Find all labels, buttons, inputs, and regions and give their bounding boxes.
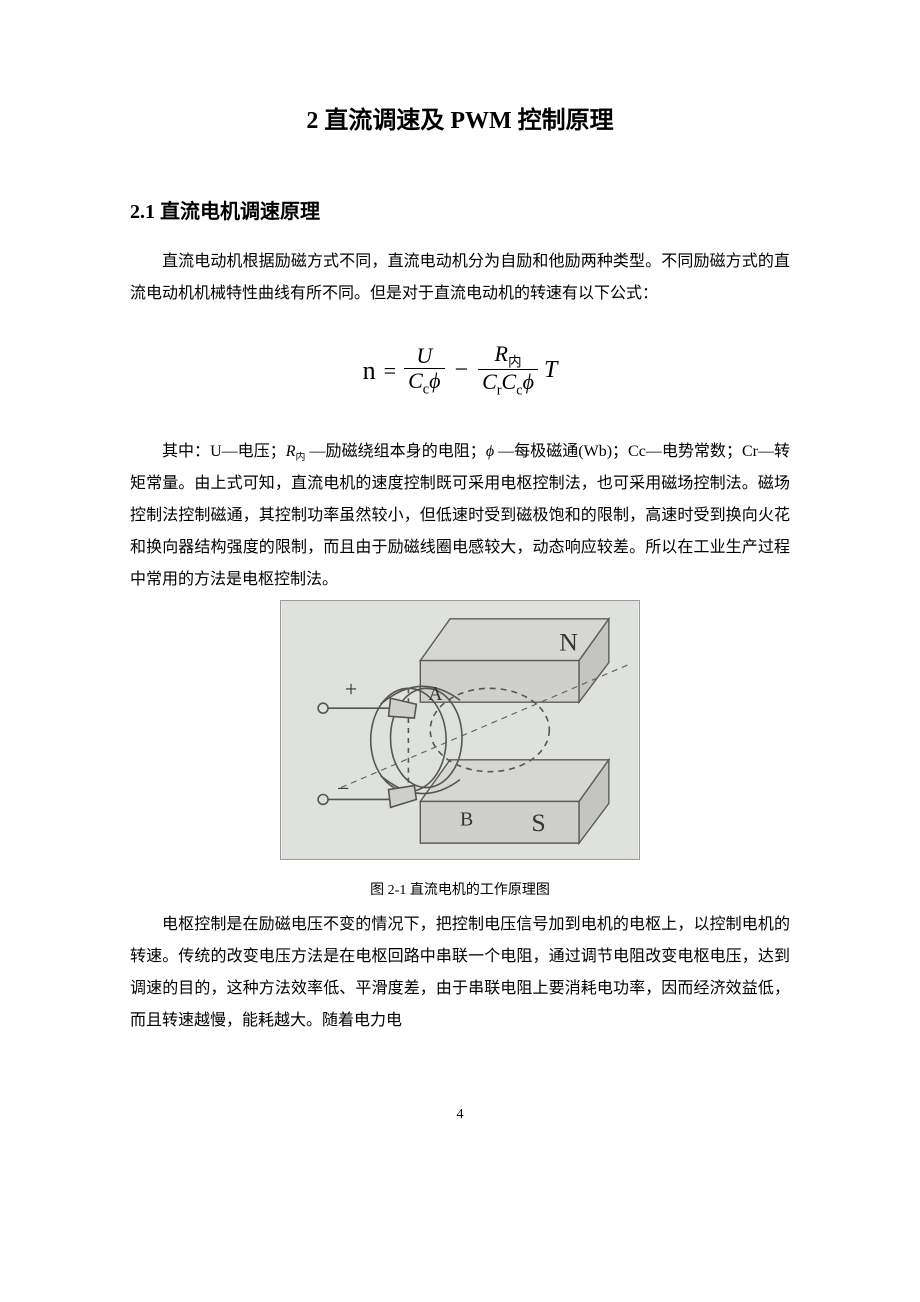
frac2-den-Cc: C bbox=[502, 369, 517, 394]
formula-equals: = bbox=[382, 358, 398, 384]
frac2-num-R: R bbox=[494, 341, 507, 366]
formula-lhs: n bbox=[363, 356, 376, 386]
label-S: S bbox=[531, 808, 545, 837]
formula-frac-1: U Ccϕ bbox=[404, 344, 444, 398]
frac2-num-Rsub: 内 bbox=[508, 354, 522, 369]
label-A: A bbox=[428, 683, 443, 705]
frac1-den-phi: ϕ bbox=[429, 368, 440, 393]
label-N: N bbox=[559, 627, 578, 656]
frac1-num: U bbox=[412, 344, 436, 368]
formula-block: n = U Ccϕ − R内 CrCcϕ T bbox=[130, 342, 790, 400]
para2-Rsub: 内 bbox=[296, 452, 306, 463]
page-title: 2 直流调速及 PWM 控制原理 bbox=[130, 100, 790, 135]
label-plus: + bbox=[345, 677, 357, 701]
figure-caption: 图 2-1 直流电机的工作原理图 bbox=[130, 879, 790, 899]
para2-mid1: —励磁绕组本身的电阻； bbox=[305, 443, 485, 460]
figure-2-1: N S + − A bbox=[130, 600, 790, 865]
para2-phi: ϕ bbox=[486, 443, 494, 460]
para2-mid2: —每极磁通(Wb)；Cc—电势常数；Cr—转矩常量。由上式可知，直流电机的速度控… bbox=[130, 443, 790, 588]
north-pole-block: N bbox=[420, 618, 609, 701]
motor-diagram-svg: N S + − A bbox=[280, 600, 640, 860]
frac2-den: CrCcϕ bbox=[478, 369, 538, 399]
frac2-den-phi: ϕ bbox=[523, 369, 534, 394]
frac1-den: Ccϕ bbox=[404, 368, 444, 398]
para2-pre: 其中：U—电压； bbox=[162, 443, 286, 460]
frac2-num: R内 bbox=[490, 342, 525, 369]
frac1-den-C: C bbox=[408, 368, 423, 393]
formula-frac-2: R内 CrCcϕ bbox=[478, 342, 538, 400]
paragraph-2: 其中：U—电压；R内 —励磁绕组本身的电阻；ϕ —每极磁通(Wb)；Cc—电势常… bbox=[130, 436, 790, 596]
section-heading: 2.1 直流电机调速原理 bbox=[130, 195, 790, 224]
frac2-den-Cr: C bbox=[482, 369, 497, 394]
paragraph-3: 电枢控制是在励磁电压不变的情况下，把控制电压信号加到电机的电枢上，以控制电机的转… bbox=[130, 909, 790, 1037]
label-minus: − bbox=[337, 776, 349, 800]
formula-minus: − bbox=[451, 357, 473, 384]
label-B: B bbox=[460, 808, 473, 830]
page-number: 4 bbox=[130, 1107, 790, 1123]
para2-R: R bbox=[286, 443, 296, 460]
formula-T: T bbox=[544, 357, 557, 384]
south-pole-block: S bbox=[420, 759, 609, 842]
paragraph-1: 直流电动机根据励磁方式不同，直流电动机分为自励和他励两种类型。不同励磁方式的直流… bbox=[130, 246, 790, 310]
